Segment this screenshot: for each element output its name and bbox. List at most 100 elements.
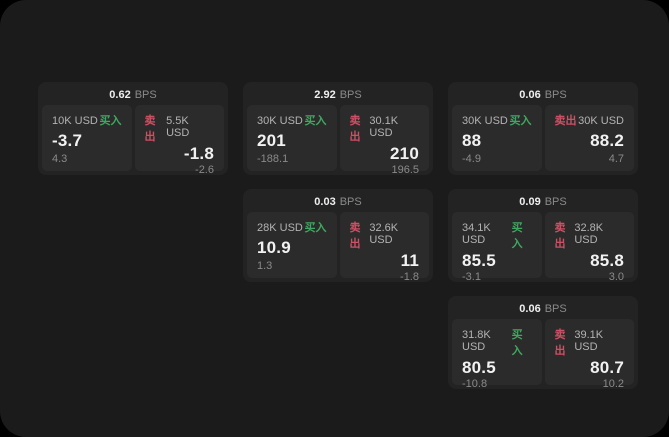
bps-unit-label: BPS	[544, 89, 567, 101]
card-5-buy-tile[interactable]: 34.1K USD 买入 85.5 -3.1	[452, 212, 542, 283]
card-5-bps-header: 0.09 BPS	[452, 192, 634, 212]
sell-tile-top: 卖出 39.1K USD	[555, 326, 625, 358]
buy-size: 10K USD	[52, 115, 98, 127]
quote-card-6: 0.06 BPS 31.8K USD 买入 80.5 -10.8 卖出 39.1…	[448, 296, 638, 390]
sell-size: 5.5K USD	[166, 115, 190, 139]
sell-size: 32.8K USD	[574, 222, 604, 246]
buy-side-label: 买入	[304, 115, 327, 127]
buy-price: 10.9	[257, 237, 291, 257]
buy-side-label: 买入	[511, 222, 523, 250]
buy-delta: -188.1	[257, 153, 289, 165]
card-5-tiles: 34.1K USD 买入 85.5 -3.1 卖出 32.8K USD 85.8…	[452, 212, 634, 283]
buy-size: 30K USD	[462, 115, 508, 127]
buy-tile-top: 31.8K USD 买入	[462, 326, 532, 358]
card-4-buy-tile[interactable]: 28K USD 买入 10.9 1.3	[247, 212, 337, 278]
bps-unit-label: BPS	[339, 89, 362, 101]
buy-side-label: 买入	[304, 222, 327, 234]
card-4-tiles: 28K USD 买入 10.9 1.3 卖出 32.6K USD 11 -1.8	[247, 212, 429, 283]
card-3-bps-header: 0.06 BPS	[452, 85, 634, 105]
card-6-tiles: 31.8K USD 买入 80.5 -10.8 卖出 39.1K USD 80.…	[452, 319, 634, 390]
bps-value: 0.03	[314, 196, 336, 208]
sell-delta: 10.2	[602, 378, 624, 390]
buy-size: 31.8K USD	[462, 329, 491, 353]
card-1-sell-tile[interactable]: 卖出 5.5K USD -1.8 -2.6	[134, 105, 224, 176]
sell-side-label: 卖出	[144, 115, 156, 143]
buy-delta: 1.3	[257, 260, 273, 272]
buy-price: 85.5	[462, 251, 496, 270]
sell-tile-top: 卖出 5.5K USD	[145, 112, 215, 144]
bps-unit-label: BPS	[544, 303, 567, 315]
card-1-tiles: 10K USD 买入 -3.7 4.3 卖出 5.5K USD -1.8 -2.…	[42, 105, 224, 176]
card-6-buy-tile[interactable]: 31.8K USD 买入 80.5 -10.8	[452, 319, 542, 390]
card-6-sell-tile[interactable]: 卖出 39.1K USD 80.7 10.2	[544, 319, 634, 390]
buy-delta: 4.3	[52, 153, 68, 165]
buy-size: 34.1K USD	[462, 222, 491, 246]
bps-value: 0.09	[519, 196, 541, 208]
buy-price: 88	[462, 130, 482, 150]
quote-cards-grid: 0.62 BPS 10K USD 买入 -3.7 4.3 卖出 5.5K USD	[38, 82, 638, 390]
bps-value: 0.06	[519, 89, 541, 101]
sell-delta: 3.0	[608, 271, 624, 283]
quote-card-5: 0.09 BPS 34.1K USD 买入 85.5 -3.1 卖出 32.8K…	[448, 189, 638, 283]
card-3-sell-tile[interactable]: 卖出 30K USD 88.2 4.7	[544, 105, 634, 171]
buy-side-label: 买入	[511, 329, 523, 357]
card-6-bps-header: 0.06 BPS	[452, 299, 634, 319]
bps-value: 0.62	[109, 89, 131, 101]
buy-tile-top: 30K USD 买入	[462, 112, 532, 128]
card-3-buy-tile[interactable]: 30K USD 买入 88 -4.9	[452, 105, 542, 171]
sell-side-label: 卖出	[349, 222, 361, 250]
card-1-buy-tile[interactable]: 10K USD 买入 -3.7 4.3	[42, 105, 132, 171]
sell-side-label: 卖出	[554, 222, 566, 250]
buy-delta: -10.8	[462, 378, 488, 390]
sell-price: 11	[400, 251, 419, 270]
card-4-bps-header: 0.03 BPS	[247, 192, 429, 212]
sell-delta: -1.8	[400, 271, 419, 283]
sell-side-label: 卖出	[349, 115, 361, 143]
bps-unit-label: BPS	[134, 89, 157, 101]
sell-tile-top: 卖出 32.8K USD	[555, 219, 625, 251]
sell-size: 30K USD	[578, 115, 624, 127]
quote-card-4: 0.03 BPS 28K USD 买入 10.9 1.3 卖出 32.6K US…	[243, 189, 433, 283]
buy-price: 201	[257, 130, 286, 150]
bps-unit-label: BPS	[339, 196, 362, 208]
card-2-tiles: 30K USD 买入 201 -188.1 卖出 30.1K USD 210 1…	[247, 105, 429, 176]
bps-unit-label: BPS	[544, 196, 567, 208]
sell-price: -1.8	[183, 144, 214, 163]
quote-card-2: 2.92 BPS 30K USD 买入 201 -188.1 卖出 30.1K …	[243, 82, 433, 176]
sell-delta: 4.7	[608, 153, 624, 165]
buy-tile-top: 10K USD 买入	[52, 112, 122, 128]
card-2-sell-tile[interactable]: 卖出 30.1K USD 210 196.5	[339, 105, 429, 176]
buy-side-label: 买入	[509, 115, 532, 127]
sell-tile-top: 卖出 32.6K USD	[350, 219, 420, 251]
buy-price: 80.5	[462, 358, 496, 377]
sell-size: 32.6K USD	[369, 222, 399, 246]
card-2-buy-tile[interactable]: 30K USD 买入 201 -188.1	[247, 105, 337, 171]
card-3-tiles: 30K USD 买入 88 -4.9 卖出 30K USD 88.2 4.7	[452, 105, 634, 171]
card-4-sell-tile[interactable]: 卖出 32.6K USD 11 -1.8	[339, 212, 429, 283]
sell-price: 88.2	[590, 130, 624, 150]
sell-side-label: 卖出	[554, 115, 577, 127]
buy-delta: -3.1	[462, 271, 481, 283]
buy-delta: -4.9	[462, 153, 481, 165]
sell-delta: -2.6	[195, 164, 214, 176]
buy-size: 30K USD	[257, 115, 303, 127]
sell-tile-top: 卖出 30.1K USD	[350, 112, 420, 144]
bps-value: 0.06	[519, 303, 541, 315]
sell-price: 210	[390, 144, 419, 163]
buy-tile-top: 30K USD 买入	[257, 112, 327, 128]
buy-size: 28K USD	[257, 222, 303, 234]
bps-value: 2.92	[314, 89, 336, 101]
buy-tile-top: 28K USD 买入	[257, 219, 327, 235]
sell-side-label: 卖出	[554, 329, 566, 357]
buy-side-label: 买入	[99, 115, 122, 127]
card-2-bps-header: 2.92 BPS	[247, 85, 429, 105]
quote-card-1: 0.62 BPS 10K USD 买入 -3.7 4.3 卖出 5.5K USD	[38, 82, 228, 176]
card-1-bps-header: 0.62 BPS	[42, 85, 224, 105]
sell-size: 39.1K USD	[574, 329, 604, 353]
card-5-sell-tile[interactable]: 卖出 32.8K USD 85.8 3.0	[544, 212, 634, 283]
sell-tile-top: 卖出 30K USD	[555, 112, 625, 128]
sell-size: 30.1K USD	[369, 115, 399, 139]
sell-price: 80.7	[590, 358, 624, 377]
sell-price: 85.8	[590, 251, 624, 270]
